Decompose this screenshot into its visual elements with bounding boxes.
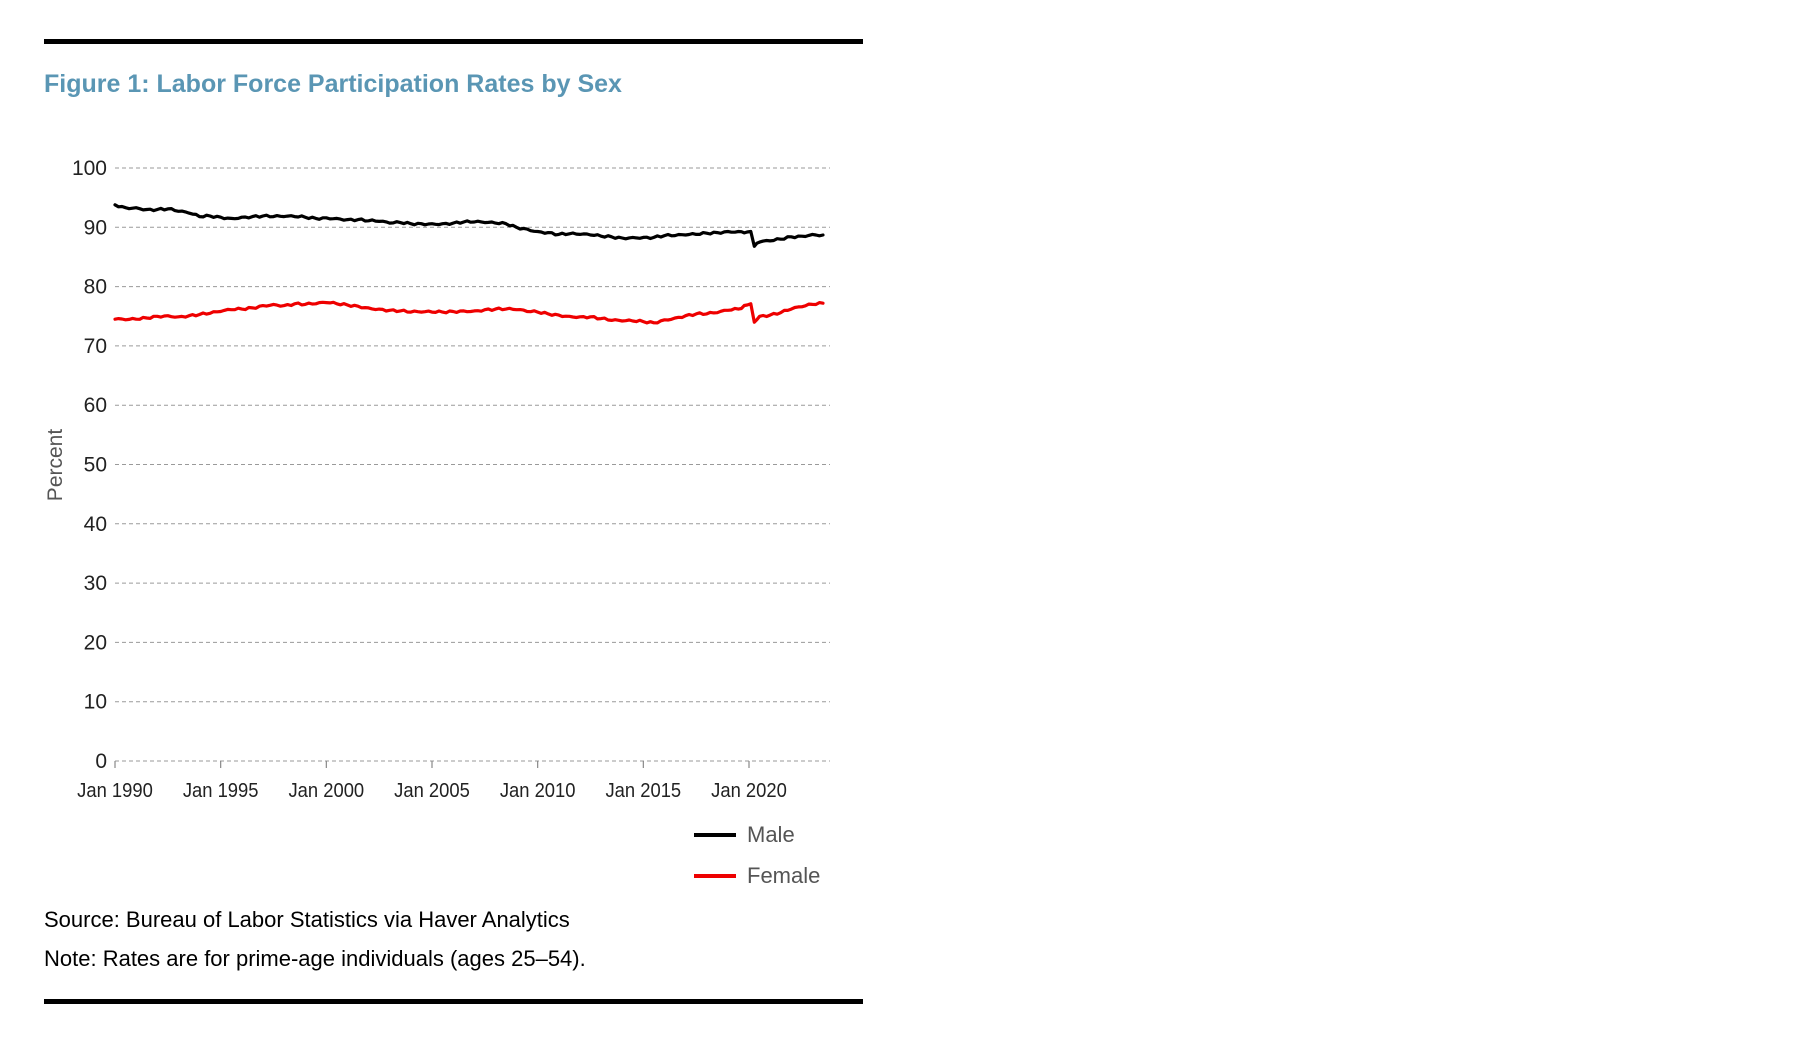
x-tick-label: Jan 2020 <box>711 780 787 802</box>
grid-lines <box>115 167 830 762</box>
y-tick-label: 60 <box>84 394 107 417</box>
y-tick-label: 80 <box>84 276 107 299</box>
y-tick-label: 50 <box>84 454 107 477</box>
y-tick-label: 20 <box>84 631 107 654</box>
bottom-rule <box>44 999 863 1004</box>
y-tick-label: 10 <box>84 691 107 714</box>
legend-label-male: Male <box>747 822 795 847</box>
top-rule <box>44 39 863 44</box>
source-note: Source: Bureau of Labor Statistics via H… <box>44 907 570 932</box>
y-tick-label: 30 <box>84 572 107 595</box>
figure-title: Figure 1: Labor Force Participation Rate… <box>44 70 622 98</box>
x-tick-label: Jan 1990 <box>77 780 153 802</box>
x-tick-label: Jan 2005 <box>394 780 470 802</box>
footnote: Note: Rates are for prime-age individual… <box>44 946 586 971</box>
x-tick-label: Jan 2000 <box>288 780 364 802</box>
x-tick-label: Jan 2015 <box>605 780 681 802</box>
series-line-female <box>113 300 825 325</box>
y-tick-label: 90 <box>84 216 107 239</box>
y-axis-label: Percent <box>44 429 67 502</box>
line-chart: 0 10 20 30 40 50 60 70 80 90 100 Jan 1990 Jan 1995 Ja… <box>44 157 830 888</box>
y-tick-label: 0 <box>95 750 107 773</box>
x-tick-label: Jan 2010 <box>500 780 576 802</box>
axes: 0 10 20 30 40 50 60 70 80 90 100 Jan 1990 Jan 1995 Ja… <box>72 157 787 802</box>
y-tick-label: 100 <box>72 157 107 180</box>
y-tick-label: 70 <box>84 335 107 358</box>
series-lines <box>113 203 825 325</box>
y-tick-label: 40 <box>84 513 107 536</box>
x-tick-label: Jan 1995 <box>183 780 259 802</box>
series-line-male <box>113 203 825 248</box>
legend-label-female: Female <box>747 863 820 888</box>
legend: Male Female <box>694 822 820 888</box>
